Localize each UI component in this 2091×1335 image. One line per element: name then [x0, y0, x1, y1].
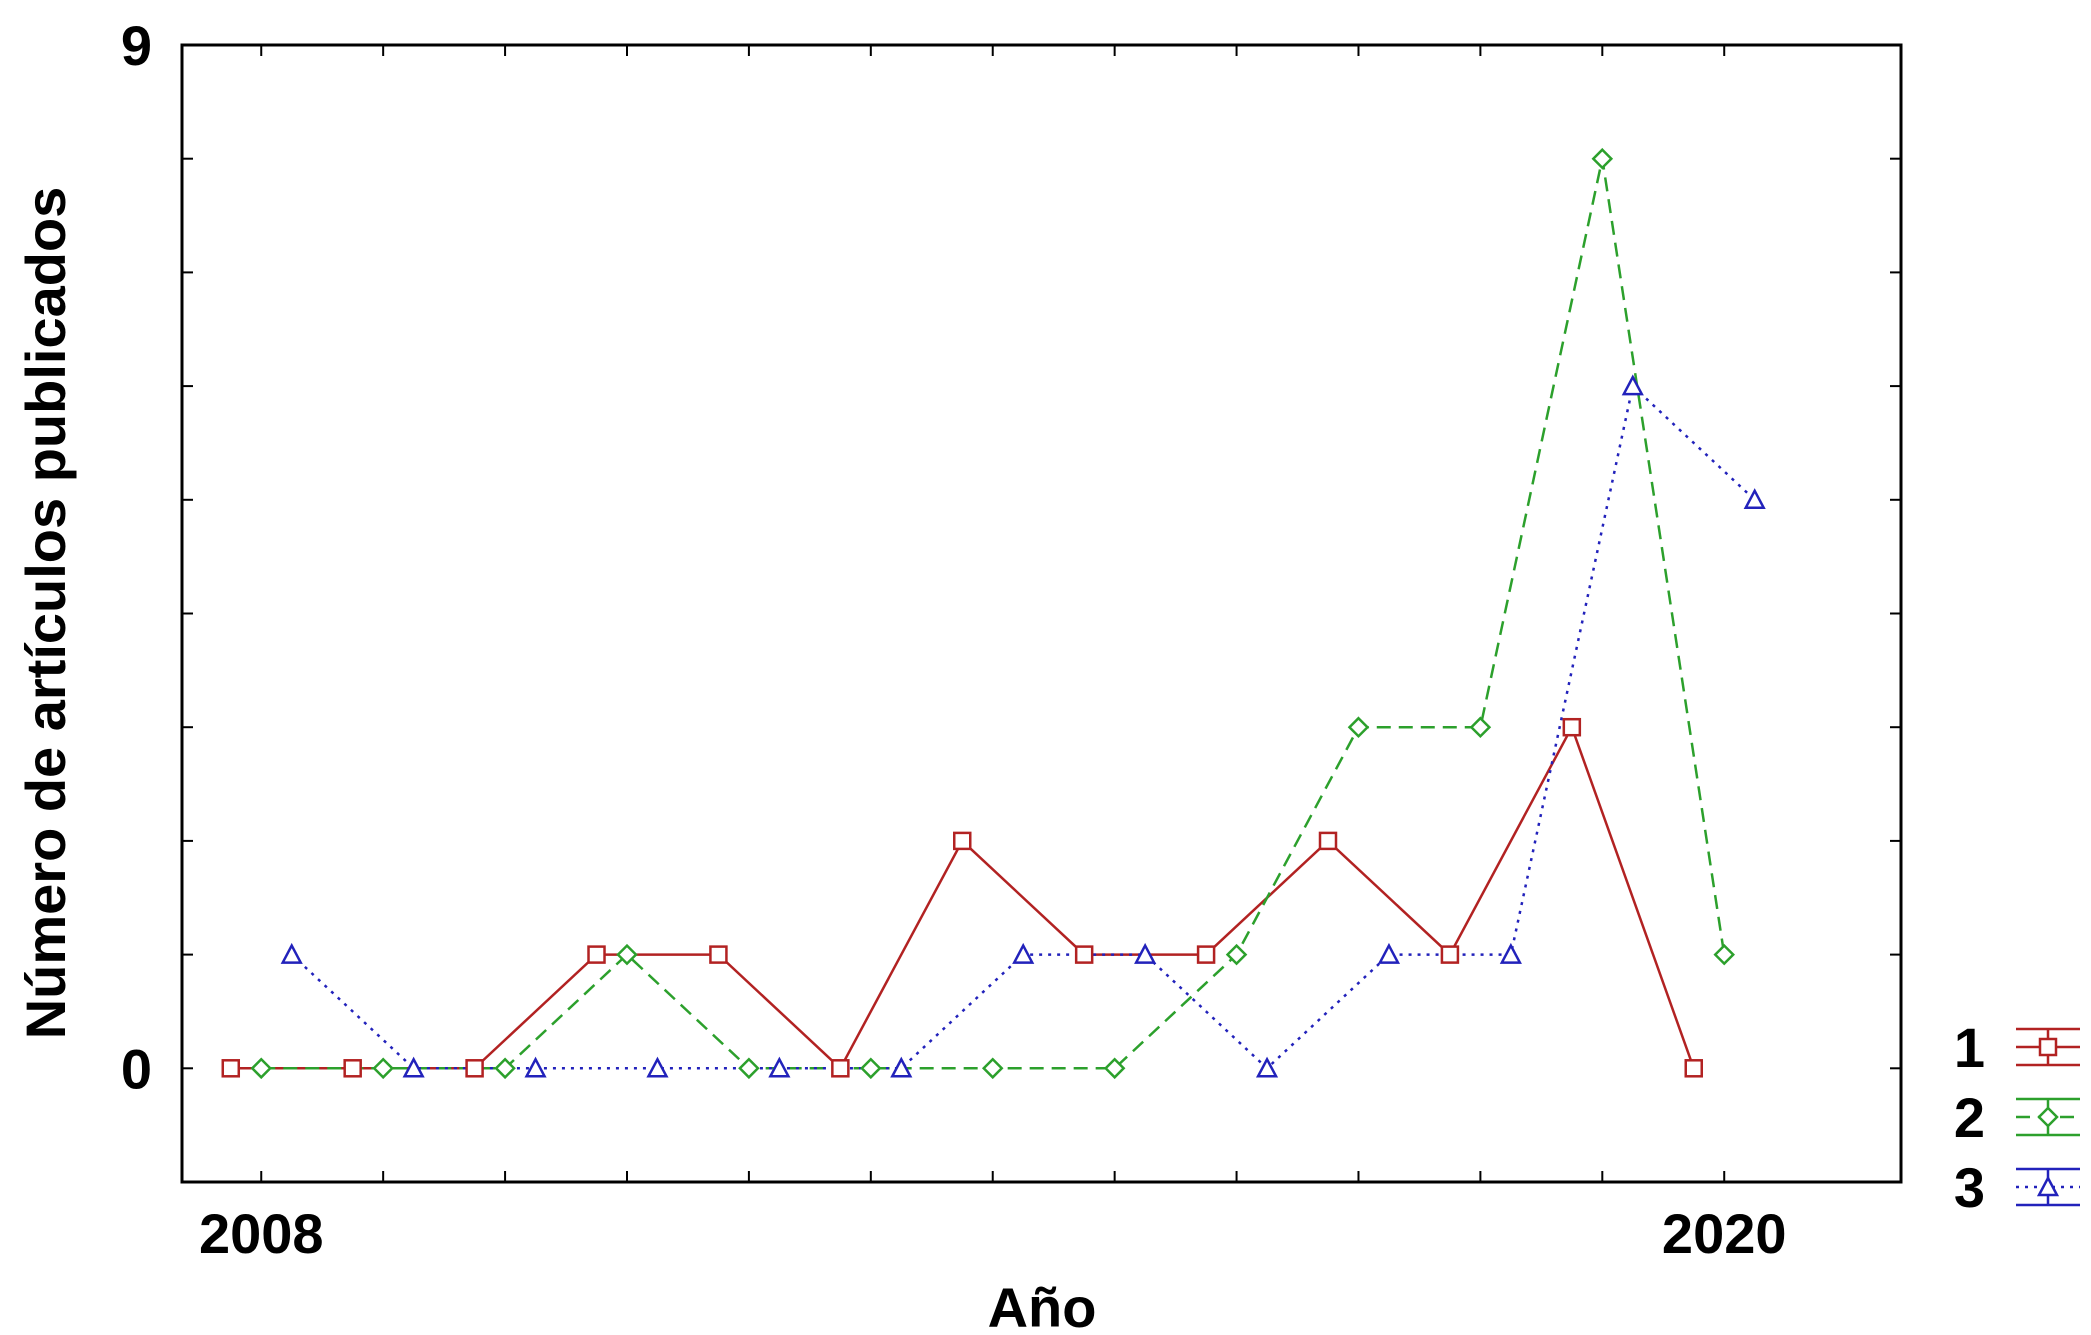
series-1-point [465, 1059, 484, 1078]
y-axis-title: Número de artículos publicados [14, 187, 77, 1040]
series-2-point [1347, 716, 1370, 738]
series-2-point [981, 1057, 1004, 1080]
legend-marker-2 [2037, 1106, 2059, 1128]
series-markers [221, 147, 1766, 1080]
series-1-point [709, 945, 728, 964]
series-2-point [738, 1057, 760, 1080]
series-2-point [1713, 943, 1735, 966]
series-2-point [860, 1057, 882, 1080]
series-1-point [221, 1059, 241, 1078]
series-1-point [1684, 1059, 1703, 1078]
series-2-point [372, 1057, 394, 1080]
series-3-point [1743, 488, 1766, 510]
legend: 1 2 3 [1954, 1016, 2080, 1219]
series-3-point [1621, 374, 1644, 396]
series-3-point [402, 1056, 425, 1078]
series-1-point [1196, 945, 1216, 964]
series-1-point [953, 831, 972, 851]
series-2-line [261, 158, 1726, 1070]
legend-marker-3 [2036, 1175, 2060, 1197]
series-2-point [1469, 716, 1492, 738]
series-3-point [1134, 942, 1157, 964]
series-3-line [290, 383, 1756, 1071]
legend-label: 3 [1954, 1156, 1985, 1219]
series-3-point [1499, 942, 1522, 964]
y-tick-label: 9 [121, 14, 152, 77]
series-2-point [250, 1057, 273, 1080]
series-1-point [587, 945, 606, 964]
series-1-point [1318, 831, 1338, 851]
tick-labels: 2008 2020 0 9 [121, 14, 1787, 1265]
series-2-point [616, 943, 638, 966]
legend-label: 1 [1954, 1016, 1985, 1079]
legend-label: 2 [1954, 1086, 1985, 1149]
legend-marker-1 [2038, 1037, 2058, 1057]
series-1-point [1562, 717, 1582, 737]
series-1-point [1440, 945, 1460, 964]
series-3-point [1377, 942, 1401, 964]
series-2-point [494, 1057, 516, 1080]
series-3-point [1255, 1056, 1279, 1078]
series-3-point [646, 1056, 669, 1078]
x-tick-label: 2008 [199, 1202, 324, 1265]
plot-frame [180, 43, 1903, 1184]
series-3-point [524, 1056, 547, 1078]
series-1-point [1074, 945, 1094, 964]
x-tick-label: 2020 [1662, 1202, 1787, 1265]
series-2-point [1103, 1057, 1126, 1080]
series-1-line [230, 724, 1695, 1071]
series-3-point [280, 942, 303, 964]
y-tick-label: 0 [121, 1037, 152, 1100]
series-2-point [1591, 147, 1614, 170]
series-1-point [343, 1059, 362, 1078]
x-axis-title: Año [988, 1276, 1097, 1335]
series-2-point [1225, 943, 1248, 966]
series-lines [230, 158, 1756, 1071]
series-3-point [1012, 942, 1035, 964]
series-3-point [890, 1056, 913, 1078]
axis-ticks [182, 44, 1901, 1183]
series-3-point [768, 1056, 791, 1078]
series-1-point [831, 1059, 850, 1078]
